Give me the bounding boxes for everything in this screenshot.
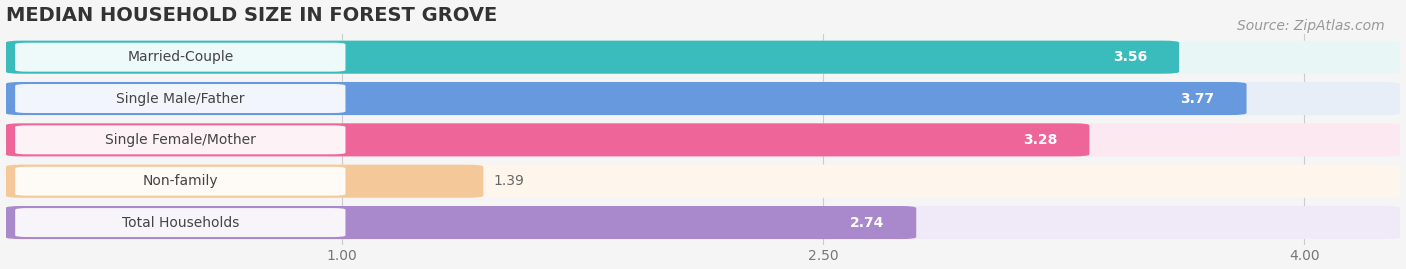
FancyBboxPatch shape	[15, 43, 346, 72]
Text: 3.28: 3.28	[1024, 133, 1057, 147]
FancyBboxPatch shape	[6, 41, 1400, 74]
Text: 2.74: 2.74	[849, 215, 884, 229]
Text: Single Female/Mother: Single Female/Mother	[105, 133, 256, 147]
FancyBboxPatch shape	[15, 84, 346, 113]
FancyBboxPatch shape	[15, 167, 346, 196]
FancyBboxPatch shape	[6, 206, 1400, 239]
FancyBboxPatch shape	[6, 123, 1400, 156]
Text: Married-Couple: Married-Couple	[127, 50, 233, 64]
Text: Total Households: Total Households	[122, 215, 239, 229]
FancyBboxPatch shape	[6, 165, 484, 198]
FancyBboxPatch shape	[15, 125, 346, 154]
FancyBboxPatch shape	[15, 208, 346, 237]
Text: Single Male/Father: Single Male/Father	[117, 91, 245, 105]
FancyBboxPatch shape	[6, 206, 917, 239]
Text: 1.39: 1.39	[494, 174, 524, 188]
Text: Source: ZipAtlas.com: Source: ZipAtlas.com	[1237, 19, 1385, 33]
FancyBboxPatch shape	[6, 165, 1400, 198]
FancyBboxPatch shape	[6, 82, 1247, 115]
Text: 3.77: 3.77	[1180, 91, 1215, 105]
FancyBboxPatch shape	[6, 41, 1180, 74]
Text: MEDIAN HOUSEHOLD SIZE IN FOREST GROVE: MEDIAN HOUSEHOLD SIZE IN FOREST GROVE	[6, 6, 496, 24]
Text: 3.56: 3.56	[1114, 50, 1147, 64]
Text: Non-family: Non-family	[142, 174, 218, 188]
FancyBboxPatch shape	[6, 123, 1090, 156]
FancyBboxPatch shape	[6, 82, 1400, 115]
